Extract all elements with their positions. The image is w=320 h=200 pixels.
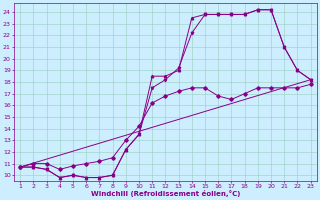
X-axis label: Windchill (Refroidissement éolien,°C): Windchill (Refroidissement éolien,°C) xyxy=(91,190,240,197)
